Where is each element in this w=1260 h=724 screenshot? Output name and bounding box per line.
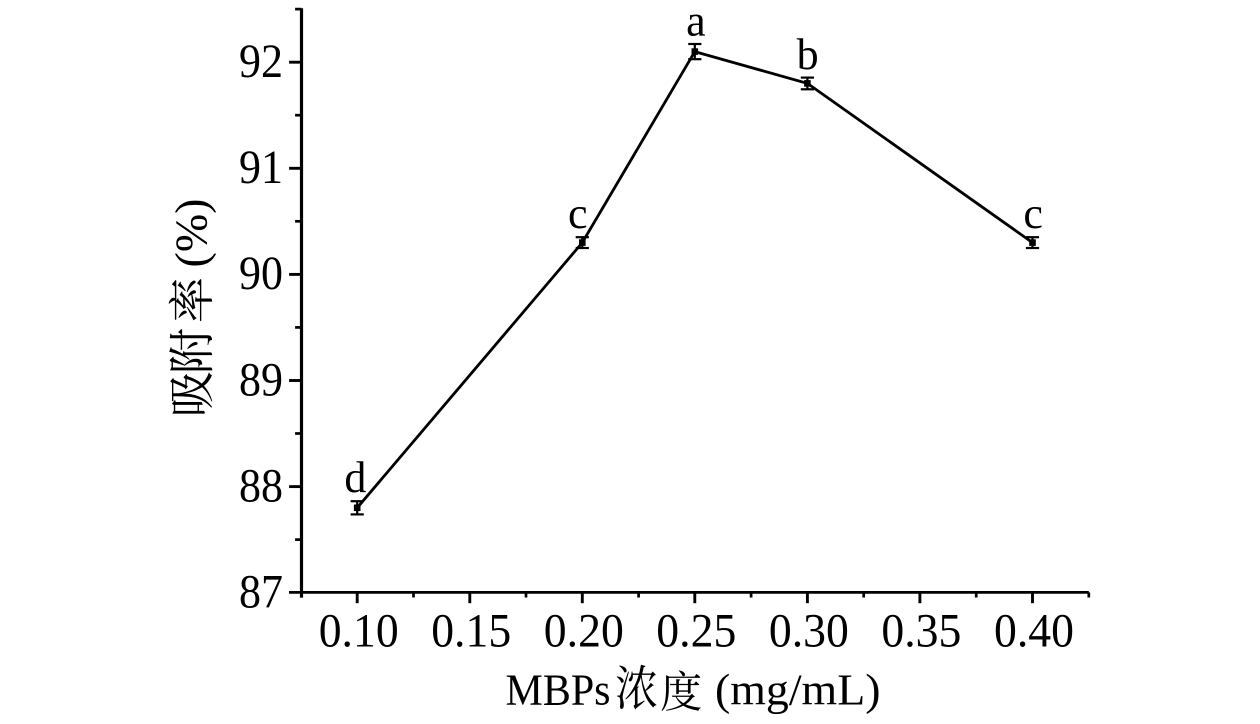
svg-text:c: c [568, 189, 588, 238]
svg-text:0.40: 0.40 [994, 605, 1074, 658]
svg-text:0.35: 0.35 [881, 605, 961, 658]
svg-text:MBPs: MBPs [506, 665, 611, 715]
svg-text:88: 88 [239, 459, 283, 512]
svg-text:(%): (%) [166, 199, 217, 268]
svg-text:a: a [686, 0, 706, 46]
svg-text:89: 89 [239, 353, 283, 406]
svg-text:c: c [1023, 189, 1043, 238]
svg-text:91: 91 [239, 141, 283, 194]
svg-text:0.15: 0.15 [431, 605, 511, 658]
svg-text:92: 92 [239, 35, 283, 88]
svg-text:0.25: 0.25 [656, 605, 736, 658]
svg-text:87: 87 [239, 566, 283, 619]
svg-text:(mg/mL): (mg/mL) [704, 665, 881, 715]
svg-text:b: b [797, 30, 819, 79]
svg-text:0.30: 0.30 [769, 605, 849, 658]
svg-text:0.20: 0.20 [544, 605, 624, 658]
svg-text:d: d [344, 453, 366, 502]
svg-text:90: 90 [239, 247, 283, 300]
svg-text:0.10: 0.10 [319, 605, 399, 658]
